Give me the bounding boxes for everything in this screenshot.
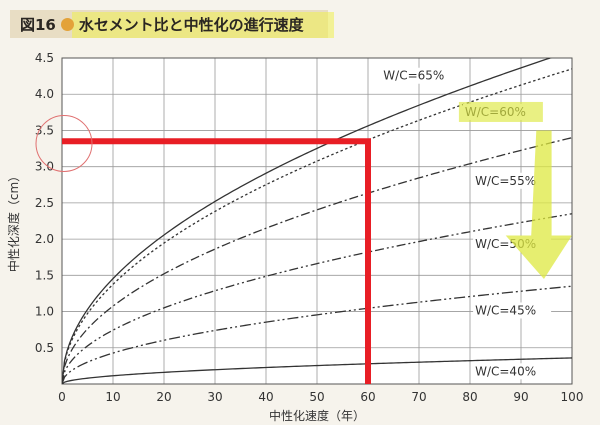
bullet-icon [60,18,74,31]
y-tick-label: 3.0 [35,160,54,174]
x-tick-label: 0 [58,390,66,404]
y-axis-label: 中性化深度（cm） [6,170,21,272]
highlight-marker-60 [458,101,543,122]
series-label-background [473,172,552,189]
series-line [62,68,572,384]
x-tick-label: 30 [207,390,222,404]
y-tick-label: 2.0 [35,232,54,246]
x-tick-label: 80 [462,390,477,404]
series-line [62,285,572,384]
x-tick-label: 60 [360,390,375,404]
y-tick-label: 2.5 [35,196,54,210]
plot-frame [61,57,573,385]
y-tick-label: 0.5 [35,341,54,355]
series-line [62,58,553,384]
title-bar: 図16 水セメント比と中性化の進行速度 [0,6,600,40]
highlight-circle [35,114,93,172]
series-label: W/C=65% [383,69,444,83]
x-tick-label: 10 [105,390,120,404]
figure-title: 図16 水セメント比と中性化の進行速度 [20,14,304,35]
x-tick-label: 50 [309,390,324,404]
x-tick-label: 90 [513,390,528,404]
y-tick-label: 4.5 [35,51,54,65]
y-tick-label: 4.0 [35,87,54,101]
highlight-lines [62,138,371,384]
y-tick-label: 3.5 [35,123,54,137]
x-tick-label: 100 [561,390,584,404]
title-highlight-marker [72,12,334,38]
y-tick-label: 1.0 [35,305,54,319]
x-tick-label: 40 [258,390,273,404]
curves [62,58,572,384]
annotations [35,101,572,384]
down-arrow-icon [505,130,572,279]
series-line [62,137,572,384]
series-line [62,213,572,384]
series-label: W/C=40% [475,364,536,378]
series-label-background [381,67,460,84]
series-label-background [473,302,552,319]
series-label: W/C=55% [475,174,536,188]
series-line [62,357,572,384]
x-tick-label: 70 [411,390,426,404]
x-axis-label: 中性化速度（年） [269,408,365,423]
series-label: W/C=45% [475,303,536,317]
figure-title-text: 水セメント比と中性化の進行速度 [78,16,304,34]
series-label-background [473,363,552,380]
tick-labels: 0 10 20 30 40 50 60 70 80 90 100 0.5 1.0 1.5 2.0 2.5 3.0… [35,51,584,404]
figure-number: 図16 [20,16,56,34]
x-tick-label: 20 [156,390,171,404]
y-tick-label: 1.5 [35,268,54,282]
